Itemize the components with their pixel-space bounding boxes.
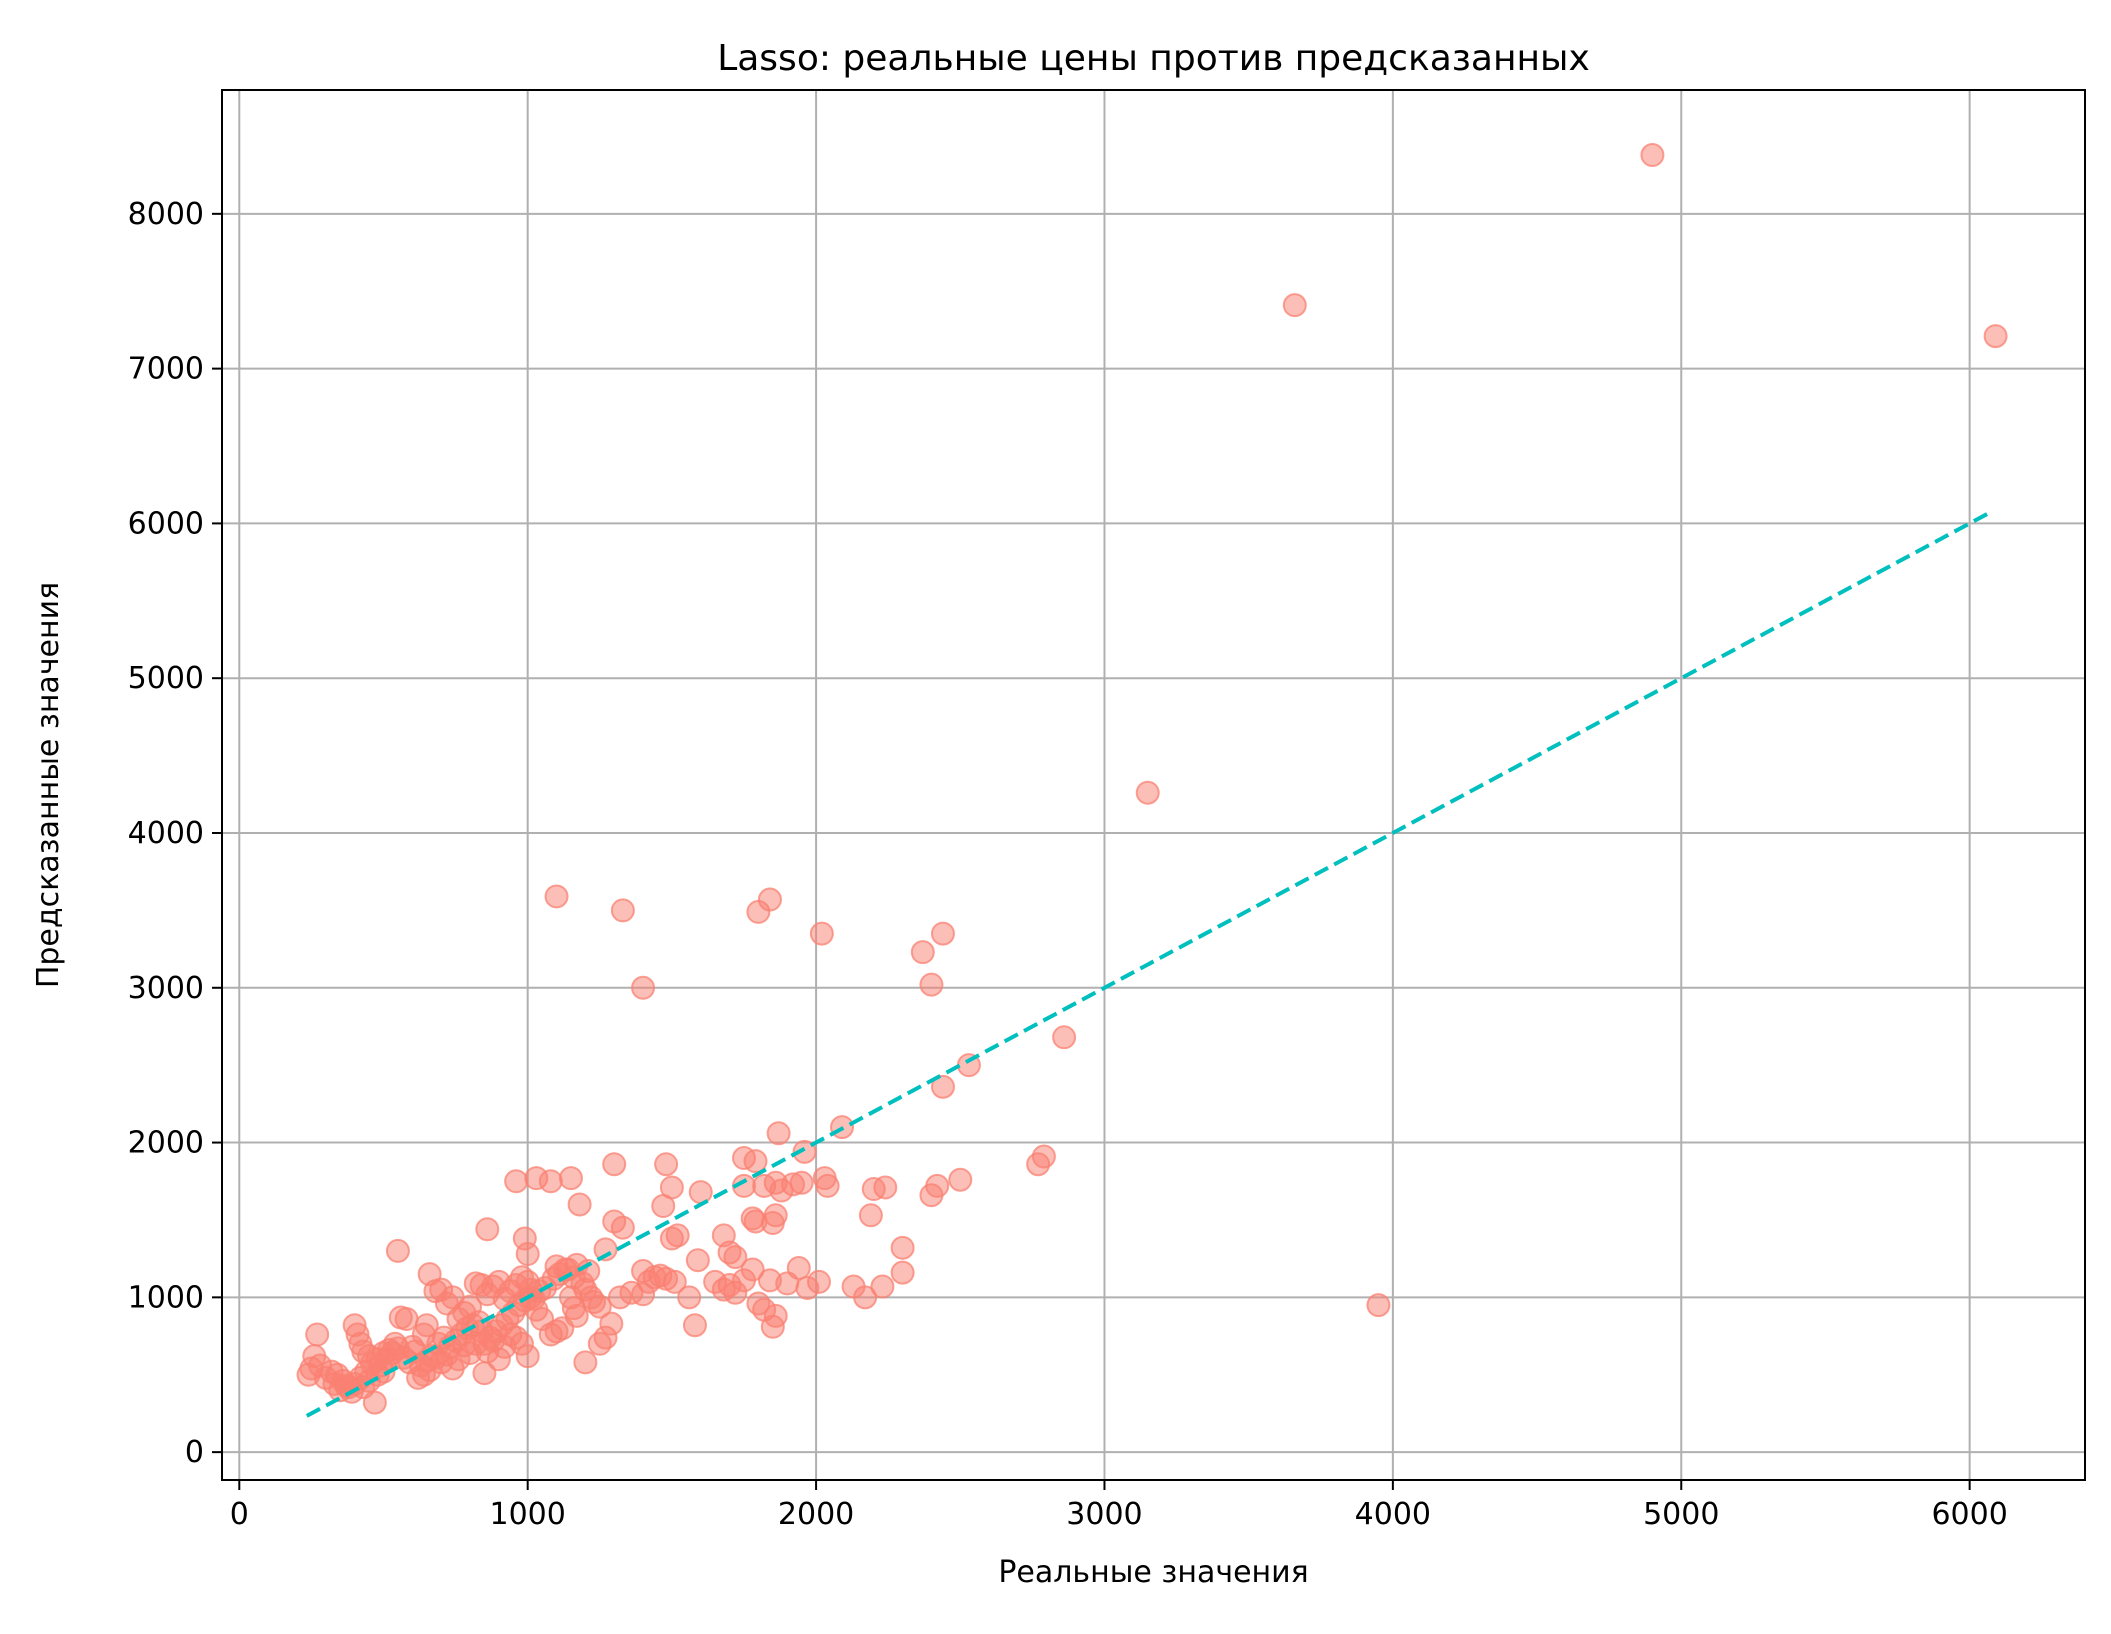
y-tick-label: 3000 (128, 971, 204, 1006)
data-point (515, 1242, 540, 1267)
data-point (659, 1175, 684, 1200)
x-axis-ticks: 0 1000 2000 3000 4000 5000 6000 (230, 1480, 2008, 1532)
data-point (688, 1180, 713, 1205)
data-point (930, 1074, 955, 1099)
data-point (602, 1152, 627, 1177)
data-point (1282, 293, 1307, 318)
x-tick-label: 3000 (1066, 1497, 1142, 1532)
x-tick-label: 2000 (778, 1497, 854, 1532)
data-point (763, 1203, 788, 1228)
y-tick-label: 6000 (128, 506, 204, 541)
data-point (853, 1285, 878, 1310)
data-point (919, 972, 944, 997)
data-point (475, 1217, 500, 1242)
data-point (567, 1192, 592, 1217)
data-point (723, 1245, 748, 1270)
data-point (1366, 1293, 1391, 1318)
data-point (677, 1285, 702, 1310)
y-axis-title: Предсказанные значения (31, 582, 66, 988)
data-point (1135, 780, 1160, 805)
data-point (423, 1279, 448, 1304)
data-point (504, 1169, 529, 1194)
data-point (682, 1313, 707, 1338)
data-point (599, 1311, 624, 1336)
data-point (472, 1361, 497, 1386)
data-point (858, 1203, 883, 1228)
x-tick-label: 1000 (490, 1497, 566, 1532)
data-point (775, 1271, 800, 1296)
data-point (1983, 324, 2008, 349)
y-tick-label: 8000 (128, 197, 204, 232)
data-point (815, 1173, 840, 1198)
data-point (685, 1248, 710, 1273)
data-point (792, 1139, 817, 1164)
data-point (766, 1121, 791, 1146)
data-point (731, 1146, 756, 1171)
y-tick-label: 1000 (128, 1280, 204, 1315)
data-point (463, 1271, 488, 1296)
chart-title: Lasso: реальные цены против предсказанны… (717, 38, 1590, 79)
x-axis-title: Реальные значения (998, 1555, 1308, 1590)
data-point (861, 1176, 886, 1201)
y-axis-ticks: 0 1000 2000 3000 4000 5000 6000 7000 8000 (128, 197, 222, 1470)
x-tick-label: 0 (230, 1497, 249, 1532)
data-point (757, 887, 782, 912)
data-point (870, 1274, 895, 1299)
data-points (296, 143, 2008, 1415)
data-point (573, 1350, 598, 1375)
data-point (806, 1269, 831, 1294)
x-tick-label: 5000 (1643, 1497, 1719, 1532)
data-point (930, 921, 955, 946)
data-point (642, 1265, 667, 1290)
data-point (890, 1260, 915, 1285)
y-tick-label: 5000 (128, 661, 204, 696)
y-tick-label: 4000 (128, 816, 204, 851)
x-tick-label: 4000 (1355, 1497, 1431, 1532)
data-point (558, 1166, 583, 1191)
data-point (740, 1257, 765, 1282)
data-point (544, 884, 569, 909)
data-point (1052, 1025, 1077, 1050)
grid (222, 90, 2085, 1480)
data-point (665, 1223, 690, 1248)
data-point (524, 1166, 549, 1191)
data-point (631, 975, 656, 1000)
data-point (948, 1167, 973, 1192)
data-point (919, 1183, 944, 1208)
data-point (1026, 1152, 1051, 1177)
data-point (654, 1152, 679, 1177)
data-point (388, 1305, 413, 1330)
data-point (890, 1235, 915, 1260)
data-point (305, 1322, 330, 1347)
y-tick-label: 7000 (128, 352, 204, 387)
data-point (752, 1173, 777, 1198)
data-point (371, 1359, 396, 1384)
data-point (610, 898, 635, 923)
data-point (385, 1238, 410, 1263)
y-tick-label: 2000 (128, 1126, 204, 1161)
x-tick-label: 6000 (1931, 1497, 2007, 1532)
data-point (910, 940, 935, 965)
plot-frame (221, 89, 2086, 1481)
data-point (809, 921, 834, 946)
data-point (587, 1294, 612, 1319)
data-point (1640, 143, 1665, 168)
reference-line-group (305, 510, 1991, 1418)
y-tick-label: 0 (185, 1435, 204, 1470)
data-point (296, 1362, 321, 1387)
reference-line (305, 510, 1991, 1418)
data-point (610, 1215, 635, 1240)
data-point (763, 1303, 788, 1328)
